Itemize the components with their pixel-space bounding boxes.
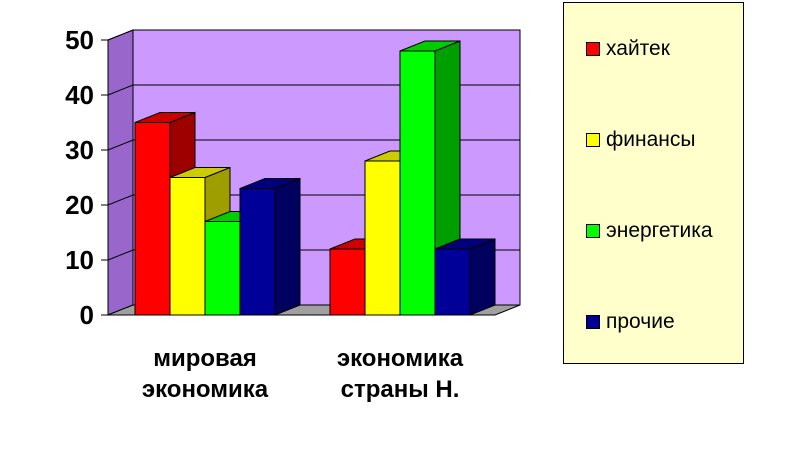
legend-item-finance: финансы [586, 128, 696, 151]
category-label: мировая [153, 345, 257, 372]
legend-swatch-other [586, 315, 600, 329]
legend-label-finance: финансы [606, 128, 696, 151]
bar-front [134, 122, 171, 316]
bars [134, 40, 496, 316]
legend-swatch-finance [586, 133, 600, 147]
legend-label-energy: энергетика [606, 219, 713, 242]
legend-label-other: прочие [606, 310, 675, 333]
y-tick-label: 50 [65, 25, 94, 55]
legend-item-hitech: хайтек [586, 37, 670, 60]
bar-front [399, 50, 436, 316]
category-label: страны Н. [341, 376, 460, 403]
bar-side [469, 238, 496, 316]
category-label: экономика [142, 376, 269, 403]
legend-swatch-hitech [586, 42, 600, 56]
gridline [107, 29, 520, 41]
legend-label-hitech: хайтек [606, 37, 670, 60]
gridline [107, 84, 520, 96]
y-tick-label: 30 [65, 135, 94, 165]
side-wall [107, 29, 134, 316]
gridline [107, 139, 520, 151]
bar-chart: 0 10 20 30 40 50 мировая экономика экономика стр… [65, 25, 521, 403]
y-tick-label: 40 [65, 80, 94, 110]
bar-side [274, 177, 301, 316]
legend-swatch-energy [586, 224, 600, 238]
category-labels: мировая экономика экономика страны Н. [142, 345, 464, 403]
legend-item-other: прочие [586, 310, 675, 333]
bar [239, 177, 301, 316]
y-tick-label: 20 [65, 190, 94, 220]
bar-front [329, 248, 366, 316]
bar-front [434, 248, 471, 316]
bar-front [204, 221, 241, 316]
category-label: экономика [337, 345, 464, 372]
bar [434, 238, 496, 316]
y-tick-labels: 0 10 20 30 40 50 [65, 25, 108, 330]
bar-front [239, 188, 276, 316]
y-tick-label: 10 [65, 245, 94, 275]
y-tick-label: 0 [80, 300, 94, 330]
bar-front [169, 177, 206, 316]
legend: хайтек финансы энергетика прочие [563, 2, 744, 364]
bar-front [364, 160, 401, 316]
legend-item-energy: энергетика [586, 219, 713, 242]
